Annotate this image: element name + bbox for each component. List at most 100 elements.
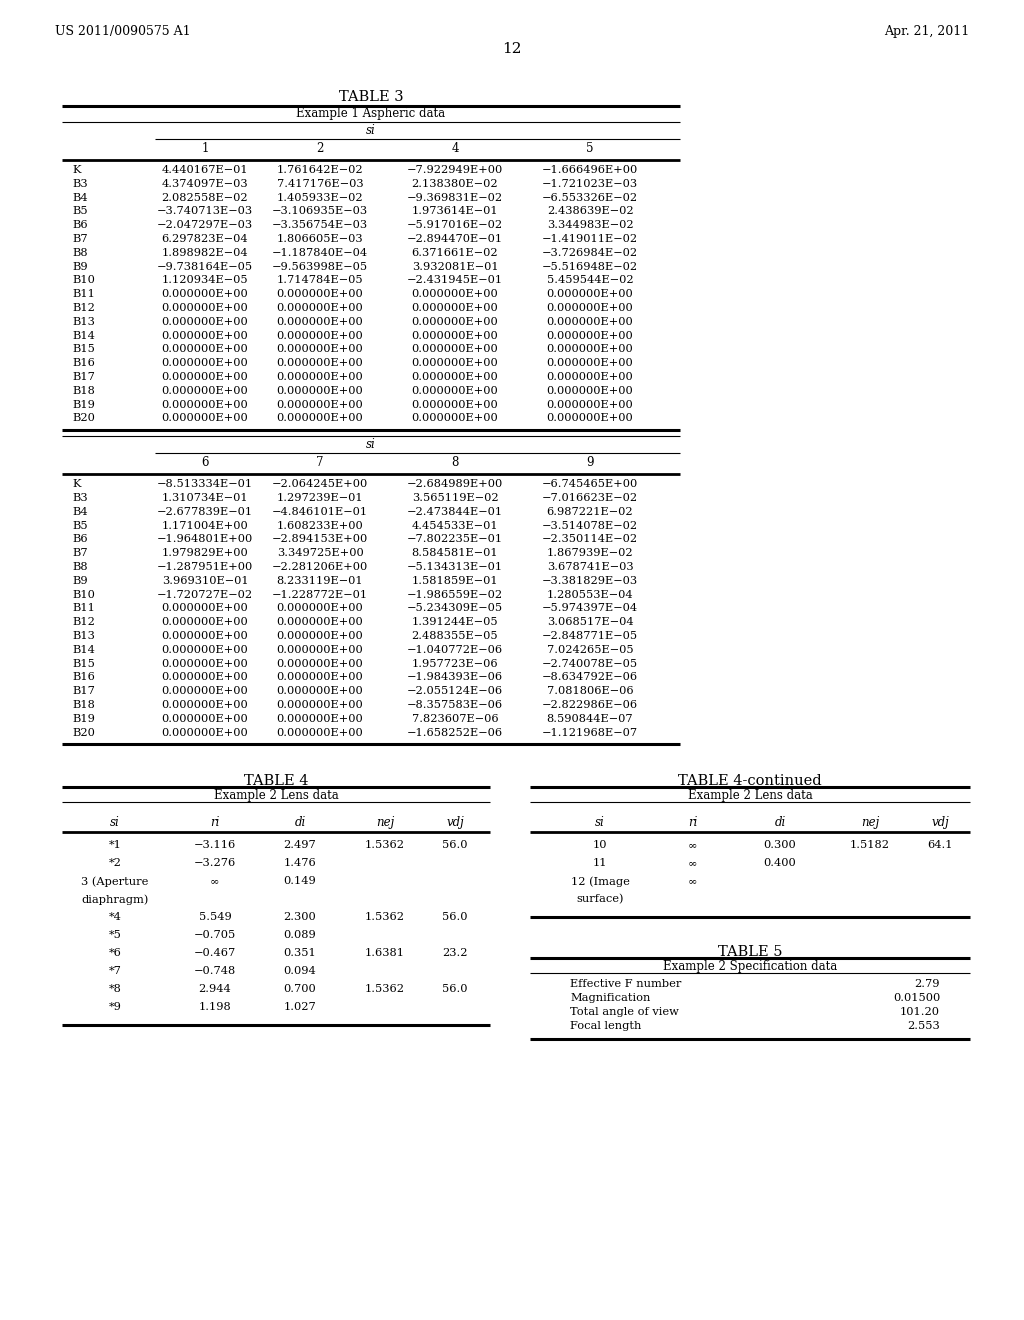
Text: −2.894470E−01: −2.894470E−01 <box>407 234 503 244</box>
Text: 56.0: 56.0 <box>442 985 468 994</box>
Text: −1.658252E−06: −1.658252E−06 <box>407 727 503 738</box>
Text: 0.000000E+00: 0.000000E+00 <box>276 400 364 409</box>
Text: 1.171004E+00: 1.171004E+00 <box>162 520 249 531</box>
Text: 2.553: 2.553 <box>907 1022 940 1031</box>
Text: 0.000000E+00: 0.000000E+00 <box>276 686 364 696</box>
Text: −3.740713E−03: −3.740713E−03 <box>157 206 253 216</box>
Text: −0.748: −0.748 <box>194 966 237 977</box>
Text: 0.000000E+00: 0.000000E+00 <box>276 727 364 738</box>
Text: 1.957723E−06: 1.957723E−06 <box>412 659 499 669</box>
Text: 0.000000E+00: 0.000000E+00 <box>162 672 249 682</box>
Text: B4: B4 <box>72 507 88 517</box>
Text: *1: *1 <box>109 841 122 850</box>
Text: 3.349725E+00: 3.349725E+00 <box>276 548 364 558</box>
Text: 7.081806E−06: 7.081806E−06 <box>547 686 633 696</box>
Text: −2.894153E+00: −2.894153E+00 <box>272 535 368 544</box>
Text: B16: B16 <box>72 358 95 368</box>
Text: −8.634792E−06: −8.634792E−06 <box>542 672 638 682</box>
Text: 0.000000E+00: 0.000000E+00 <box>162 700 249 710</box>
Text: B17: B17 <box>72 686 95 696</box>
Text: −1.187840E−04: −1.187840E−04 <box>272 248 368 257</box>
Text: 0.351: 0.351 <box>284 948 316 958</box>
Text: −7.016623E−02: −7.016623E−02 <box>542 492 638 503</box>
Text: 0.000000E+00: 0.000000E+00 <box>547 400 634 409</box>
Text: 0.000000E+00: 0.000000E+00 <box>162 345 249 354</box>
Text: 7.823607E−06: 7.823607E−06 <box>412 714 499 723</box>
Text: 6.371661E−02: 6.371661E−02 <box>412 248 499 257</box>
Text: 3.678741E−03: 3.678741E−03 <box>547 562 633 572</box>
Text: 0.700: 0.700 <box>284 985 316 994</box>
Text: 0.000000E+00: 0.000000E+00 <box>412 330 499 341</box>
Text: 1.979829E+00: 1.979829E+00 <box>162 548 249 558</box>
Text: 0.000000E+00: 0.000000E+00 <box>162 631 249 642</box>
Text: 0.000000E+00: 0.000000E+00 <box>276 289 364 300</box>
Text: B7: B7 <box>72 548 88 558</box>
Text: di: di <box>774 816 785 829</box>
Text: *7: *7 <box>109 966 122 977</box>
Text: 0.000000E+00: 0.000000E+00 <box>276 304 364 313</box>
Text: 2.497: 2.497 <box>284 841 316 850</box>
Text: 0.000000E+00: 0.000000E+00 <box>276 631 364 642</box>
Text: 2.944: 2.944 <box>199 985 231 994</box>
Text: vdj: vdj <box>446 816 464 829</box>
Text: K: K <box>72 165 81 176</box>
Text: 3.068517E−04: 3.068517E−04 <box>547 618 633 627</box>
Text: 0.000000E+00: 0.000000E+00 <box>547 345 634 354</box>
Text: 0.000000E+00: 0.000000E+00 <box>412 413 499 424</box>
Text: 7.417176E−03: 7.417176E−03 <box>276 178 364 189</box>
Text: ∞: ∞ <box>688 841 697 850</box>
Text: 1.806605E−03: 1.806605E−03 <box>276 234 364 244</box>
Text: ∞: ∞ <box>688 858 697 869</box>
Text: 1.898982E−04: 1.898982E−04 <box>162 248 248 257</box>
Text: −1.419011E−02: −1.419011E−02 <box>542 234 638 244</box>
Text: 0.000000E+00: 0.000000E+00 <box>162 686 249 696</box>
Text: 0.149: 0.149 <box>284 876 316 887</box>
Text: di: di <box>294 816 305 829</box>
Text: B10: B10 <box>72 276 95 285</box>
Text: 0.000000E+00: 0.000000E+00 <box>412 304 499 313</box>
Text: B13: B13 <box>72 317 95 327</box>
Text: B16: B16 <box>72 672 95 682</box>
Text: 0.000000E+00: 0.000000E+00 <box>162 358 249 368</box>
Text: 12 (Image: 12 (Image <box>570 876 630 887</box>
Text: 2.79: 2.79 <box>914 979 940 990</box>
Text: −5.974397E−04: −5.974397E−04 <box>542 603 638 614</box>
Text: 0.000000E+00: 0.000000E+00 <box>162 727 249 738</box>
Text: 0.000000E+00: 0.000000E+00 <box>162 714 249 723</box>
Text: K: K <box>72 479 81 490</box>
Text: −2.431945E−01: −2.431945E−01 <box>407 276 503 285</box>
Text: 7: 7 <box>316 457 324 469</box>
Text: 0.000000E+00: 0.000000E+00 <box>276 603 364 614</box>
Text: Example 1 Aspheric data: Example 1 Aspheric data <box>296 107 445 120</box>
Text: 0.000000E+00: 0.000000E+00 <box>276 659 364 669</box>
Text: 0.000000E+00: 0.000000E+00 <box>276 317 364 327</box>
Text: B5: B5 <box>72 520 88 531</box>
Text: −3.106935E−03: −3.106935E−03 <box>272 206 368 216</box>
Text: Focal length: Focal length <box>570 1022 641 1031</box>
Text: 8: 8 <box>452 457 459 469</box>
Text: *2: *2 <box>109 858 122 869</box>
Text: −2.055124E−06: −2.055124E−06 <box>407 686 503 696</box>
Text: 0.000000E+00: 0.000000E+00 <box>162 659 249 669</box>
Text: 2: 2 <box>316 143 324 154</box>
Text: 0.000000E+00: 0.000000E+00 <box>162 372 249 381</box>
Text: B20: B20 <box>72 727 95 738</box>
Text: −0.467: −0.467 <box>194 948 237 958</box>
Text: 0.000000E+00: 0.000000E+00 <box>547 289 634 300</box>
Text: ri: ri <box>210 816 220 829</box>
Text: −1.121968E−07: −1.121968E−07 <box>542 727 638 738</box>
Text: Example 2 Lens data: Example 2 Lens data <box>688 789 812 803</box>
Text: Magnification: Magnification <box>570 994 650 1003</box>
Text: 1.476: 1.476 <box>284 858 316 869</box>
Text: 0.000000E+00: 0.000000E+00 <box>276 358 364 368</box>
Text: 0.000000E+00: 0.000000E+00 <box>162 644 249 655</box>
Text: B5: B5 <box>72 206 88 216</box>
Text: −1.287951E+00: −1.287951E+00 <box>157 562 253 572</box>
Text: −5.234309E−05: −5.234309E−05 <box>407 603 503 614</box>
Text: B10: B10 <box>72 590 95 599</box>
Text: *4: *4 <box>109 912 122 923</box>
Text: −3.381829E−03: −3.381829E−03 <box>542 576 638 586</box>
Text: −6.553326E−02: −6.553326E−02 <box>542 193 638 202</box>
Text: B3: B3 <box>72 492 88 503</box>
Text: −2.848771E−05: −2.848771E−05 <box>542 631 638 642</box>
